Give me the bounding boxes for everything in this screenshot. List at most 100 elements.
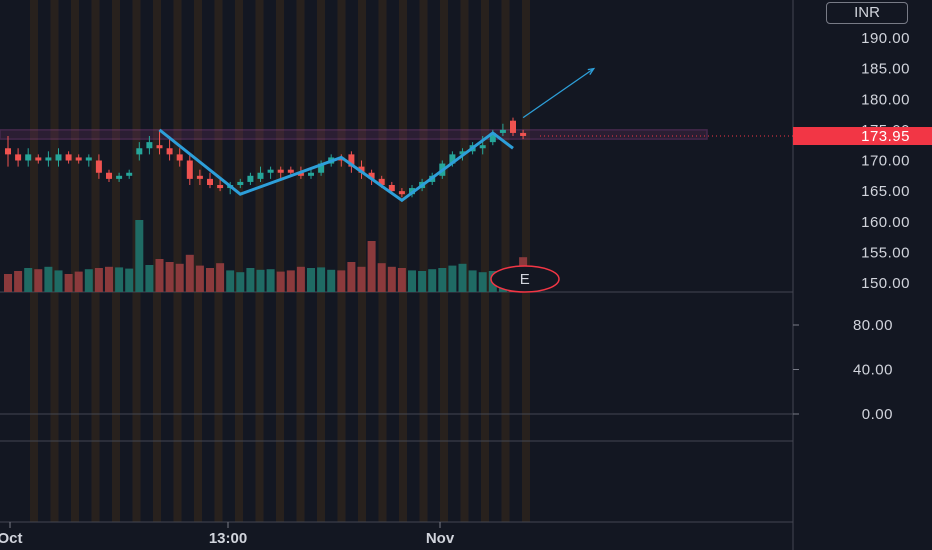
candle[interactable]: [25, 148, 32, 167]
volume-bar: [276, 271, 285, 292]
volume-bar: [438, 268, 447, 292]
projection-arrow[interactable]: [522, 68, 595, 119]
candle[interactable]: [45, 151, 52, 167]
volume-bar: [125, 268, 134, 292]
candle[interactable]: [136, 142, 143, 161]
candle-body: [358, 166, 365, 173]
price-axis[interactable]: 190.00185.00180.00175.00170.00165.00160.…: [793, 30, 932, 423]
candle[interactable]: [95, 154, 102, 179]
volume-bar: [195, 265, 204, 292]
candle[interactable]: [348, 151, 355, 173]
volume-bar: [286, 270, 295, 292]
candle-body: [388, 185, 395, 192]
volume-bar: [54, 270, 63, 292]
candle[interactable]: [176, 148, 183, 167]
candle[interactable]: [267, 166, 274, 179]
candle-body: [449, 154, 456, 164]
candle[interactable]: [146, 136, 153, 155]
volume-bar: [307, 268, 315, 292]
candle[interactable]: [55, 148, 62, 167]
candle[interactable]: [237, 178, 244, 189]
candle[interactable]: [318, 160, 325, 176]
volume-bar: [448, 265, 457, 292]
candle[interactable]: [398, 188, 405, 198]
session-band: [50, 0, 59, 522]
price-tick-label: 190.00: [861, 30, 910, 47]
session-bands: [30, 0, 530, 522]
candle[interactable]: [308, 169, 314, 179]
session-band: [30, 0, 38, 522]
candle[interactable]: [257, 166, 264, 182]
time-tick-label: 13:00: [209, 530, 247, 547]
candle-body: [95, 160, 102, 173]
candle[interactable]: [196, 169, 203, 185]
candle-body: [398, 191, 405, 195]
resistance-zone[interactable]: [0, 129, 708, 140]
candle-body: [368, 172, 375, 179]
candle[interactable]: [499, 123, 506, 136]
session-band: [276, 0, 284, 522]
volume-bar: [216, 263, 225, 292]
candle[interactable]: [217, 178, 224, 192]
time-tick-label: Oct: [0, 530, 23, 547]
volume-bar: [155, 259, 164, 292]
volume-bar: [327, 269, 336, 292]
trend-lines[interactable]: E: [158, 67, 596, 293]
volume-bars: [4, 220, 528, 292]
volume-bar: [478, 272, 487, 292]
price-tick-label: 185.00: [861, 61, 910, 78]
candle[interactable]: [510, 117, 516, 136]
candle-body: [126, 172, 133, 176]
candle[interactable]: [166, 136, 173, 161]
horizontal-zone[interactable]: [0, 129, 793, 140]
volume-bar: [317, 267, 326, 292]
session-band: [91, 0, 100, 522]
candle-body: [116, 175, 123, 179]
price-tick-label: 170.00: [861, 153, 910, 170]
candle[interactable]: [247, 172, 254, 185]
zigzag-line[interactable]: [158, 128, 514, 203]
candle[interactable]: [156, 129, 163, 155]
candle[interactable]: [5, 136, 11, 167]
candle[interactable]: [277, 166, 284, 179]
session-band: [317, 0, 325, 522]
earnings-marker[interactable]: E: [490, 265, 560, 293]
candle[interactable]: [15, 148, 22, 167]
session-band: [399, 0, 407, 522]
price-tick-label: 160.00: [861, 214, 910, 231]
candle[interactable]: [520, 129, 527, 140]
candle-body: [510, 120, 516, 133]
candle-body: [45, 157, 52, 161]
volume-bar: [226, 270, 235, 292]
candle[interactable]: [207, 172, 213, 189]
candle[interactable]: [116, 172, 123, 182]
candle[interactable]: [106, 169, 112, 182]
volume-bar: [428, 269, 437, 292]
candle-body: [136, 148, 143, 155]
time-axis[interactable]: Oct 13:00 Nov: [0, 522, 455, 547]
candle[interactable]: [358, 160, 365, 179]
candle[interactable]: [65, 151, 72, 164]
last-price-tag[interactable]: 173.95: [793, 127, 932, 145]
candle-body: [106, 172, 112, 179]
volume-bar: [377, 263, 386, 292]
currency-button[interactable]: INR: [826, 2, 908, 24]
candle[interactable]: [35, 154, 42, 164]
earnings-badge: [490, 265, 560, 293]
candle[interactable]: [85, 154, 92, 167]
candle-body: [277, 169, 284, 173]
candle[interactable]: [186, 154, 193, 185]
candle[interactable]: [126, 169, 133, 179]
volume-bar: [74, 271, 83, 292]
candle-body: [308, 172, 314, 176]
candle-body: [217, 185, 224, 189]
session-band: [419, 0, 428, 522]
candle-body: [146, 142, 153, 149]
candle-body: [55, 154, 62, 161]
volume-bar: [185, 254, 194, 292]
candle[interactable]: [75, 154, 82, 164]
volume-bar: [145, 265, 154, 292]
candle-body: [5, 148, 11, 155]
